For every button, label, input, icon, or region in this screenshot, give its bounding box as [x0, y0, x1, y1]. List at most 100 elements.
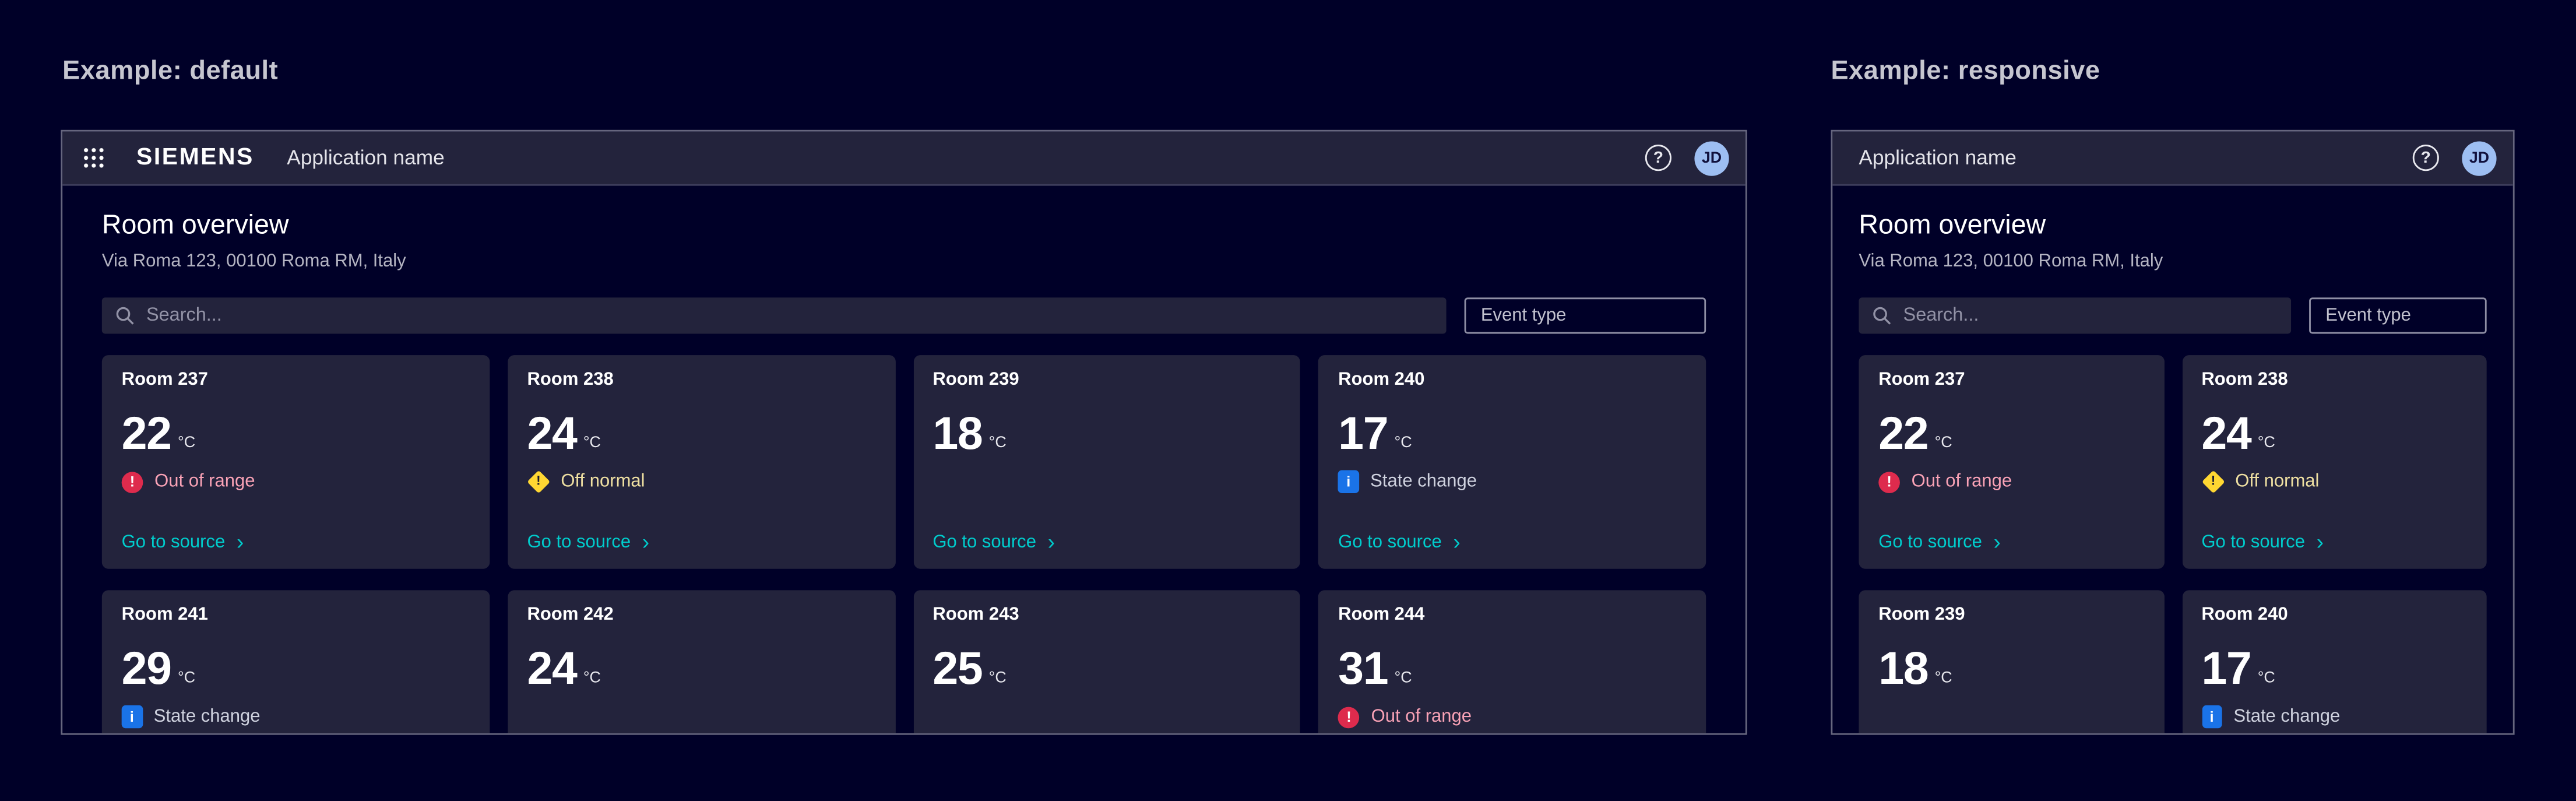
room-temperature: 22 °C	[1878, 410, 2144, 457]
room-temperature: 18 °C	[1878, 642, 2144, 694]
card-spacer	[2201, 728, 2466, 733]
go-to-source-link[interactable]: Go to source ›	[932, 532, 1280, 553]
room-name: Room 238	[2201, 369, 2288, 389]
room-event-status: ! Out of range	[1878, 470, 2144, 493]
room-temperature: 31 °C	[1338, 645, 1686, 692]
temperature-value: 17	[1338, 407, 1388, 459]
search-icon	[116, 307, 134, 325]
temperature-unit: °C	[1934, 433, 1952, 452]
room-card: Room 244 31 °C! Out of range	[1318, 589, 1706, 733]
room-card: Room 240 17 °C i State change Go to source ›	[1318, 354, 1706, 569]
card-spacer	[1338, 493, 1686, 532]
siemens-logo: SIEMENS	[136, 145, 254, 171]
search-field[interactable]	[101, 297, 1447, 333]
room-name: Room 243	[932, 605, 1019, 625]
temperature-unit: °C	[2257, 433, 2275, 452]
help-icon[interactable]: ?	[1645, 145, 1671, 171]
room-card: Room 238 24 °C ! Off normal Go to source ›	[2181, 354, 2487, 569]
temperature-value: 17	[2201, 642, 2251, 694]
chevron-right-icon: ›	[1453, 529, 1461, 555]
temperature-value: 18	[1878, 642, 1929, 694]
go-to-source-link[interactable]: Go to source ›	[1878, 529, 2144, 555]
alert-danger-icon: !	[1338, 706, 1360, 728]
event-type-select[interactable]: Event type	[2309, 297, 2487, 333]
room-card: Room 242 24 °C	[507, 589, 895, 733]
card-spacer	[527, 493, 875, 532]
search-input[interactable]	[1903, 305, 2278, 325]
room-event-status: i State change	[1338, 470, 1686, 493]
app-header: SIEMENS Application name ? JD	[62, 131, 1746, 186]
example-caption-responsive: Example: responsive	[1831, 57, 2100, 86]
temperature-unit: °C	[178, 668, 196, 687]
room-temperature: 17 °C	[2201, 642, 2466, 694]
room-name: Room 237	[121, 369, 208, 389]
temperature-value: 24	[2201, 407, 2251, 459]
temperature-unit: °C	[583, 433, 601, 452]
room-event-status: ! Out of range	[1338, 705, 1686, 728]
event-label: Out of range	[1371, 706, 1472, 726]
room-card: Room 237 22 °C! Out of range Go to source ›	[101, 354, 490, 569]
room-name: Room 240	[2201, 605, 2288, 625]
page-title: Room overview	[101, 210, 289, 240]
room-event-status: ! Out of range	[121, 470, 470, 493]
temperature-unit: °C	[1934, 668, 1952, 687]
room-temperature: 24 °C	[527, 407, 875, 459]
card-spacer	[122, 493, 470, 532]
event-type-select[interactable]: Event type	[1464, 297, 1706, 333]
alert-info-icon: i	[121, 705, 142, 728]
alert-info-icon: i	[2201, 705, 2222, 728]
go-to-source-link[interactable]: Go to source ›	[2201, 532, 2466, 553]
temperature-value: 24	[527, 407, 578, 459]
temperature-unit: °C	[988, 433, 1007, 452]
filter-bar: Event type	[101, 297, 1706, 333]
search-input[interactable]	[146, 305, 1434, 325]
temperature-value: 25	[932, 642, 983, 694]
temperature-unit: °C	[178, 433, 196, 452]
search-field[interactable]	[1859, 297, 2292, 333]
example-panel-default: SIEMENS Application name ? JD Room overv…	[61, 129, 1747, 735]
event-label: Out of range	[154, 470, 255, 491]
alert-warning-icon: !	[527, 470, 550, 493]
temperature-unit: °C	[2257, 668, 2275, 687]
event-label: Off normal	[561, 470, 645, 491]
link-label: Go to source	[1878, 532, 1982, 552]
example-panel-responsive: Application name ? JD Room overview Via …	[1831, 129, 2515, 735]
page-content: Room overview Via Roma 123, 00100 Roma R…	[1832, 186, 2512, 733]
room-card: Room 239 18 °C	[1859, 589, 2164, 733]
card-spacer	[932, 692, 1280, 733]
chevron-right-icon: ›	[237, 529, 244, 555]
event-label: Off normal	[2235, 470, 2320, 491]
room-card: Room 239 18 °C Go to source ›	[913, 354, 1301, 569]
user-avatar[interactable]: JD	[2462, 140, 2497, 175]
room-temperature: 25 °C	[932, 642, 1280, 694]
chevron-right-icon: ›	[1993, 529, 2001, 555]
page-subtitle: Via Roma 123, 00100 Roma RM, Italy	[101, 251, 406, 271]
card-spacer	[1878, 493, 2144, 532]
help-icon[interactable]: ?	[2412, 145, 2439, 171]
go-to-source-link[interactable]: Go to source ›	[527, 532, 875, 553]
alert-danger-icon: !	[1878, 470, 1900, 493]
room-name: Room 238	[527, 369, 614, 389]
user-avatar[interactable]: JD	[1694, 140, 1729, 175]
event-label: State change	[2233, 706, 2341, 726]
card-spacer	[1878, 692, 2144, 733]
room-event-status: i State change	[121, 705, 470, 728]
application-name: Application name	[1859, 146, 2017, 170]
go-to-source-link[interactable]: Go to source ›	[122, 529, 470, 555]
search-icon	[1873, 307, 1891, 325]
app-header: Application name ? JD	[1832, 131, 2513, 186]
room-event-status: ! Off normal	[2201, 470, 2466, 493]
room-name: Room 239	[932, 369, 1019, 389]
room-temperature: 18 °C	[932, 410, 1280, 457]
room-name: Room 241	[121, 605, 208, 625]
app-switcher-grid-icon[interactable]	[82, 146, 105, 170]
alert-info-icon: i	[1338, 470, 1359, 493]
example-caption-default: Example: default	[62, 57, 279, 86]
event-label: State change	[153, 706, 261, 726]
room-card: Room 238 24 °C! Off normal Go to source ›	[507, 354, 895, 569]
room-card-grid: Room 237 22 °C! Out of range Go to source › Ro…	[1859, 354, 2487, 733]
room-card: Room 241 29 °C i State change	[101, 589, 490, 733]
temperature-value: 24	[527, 642, 578, 694]
go-to-source-link[interactable]: Go to source ›	[1338, 529, 1686, 555]
